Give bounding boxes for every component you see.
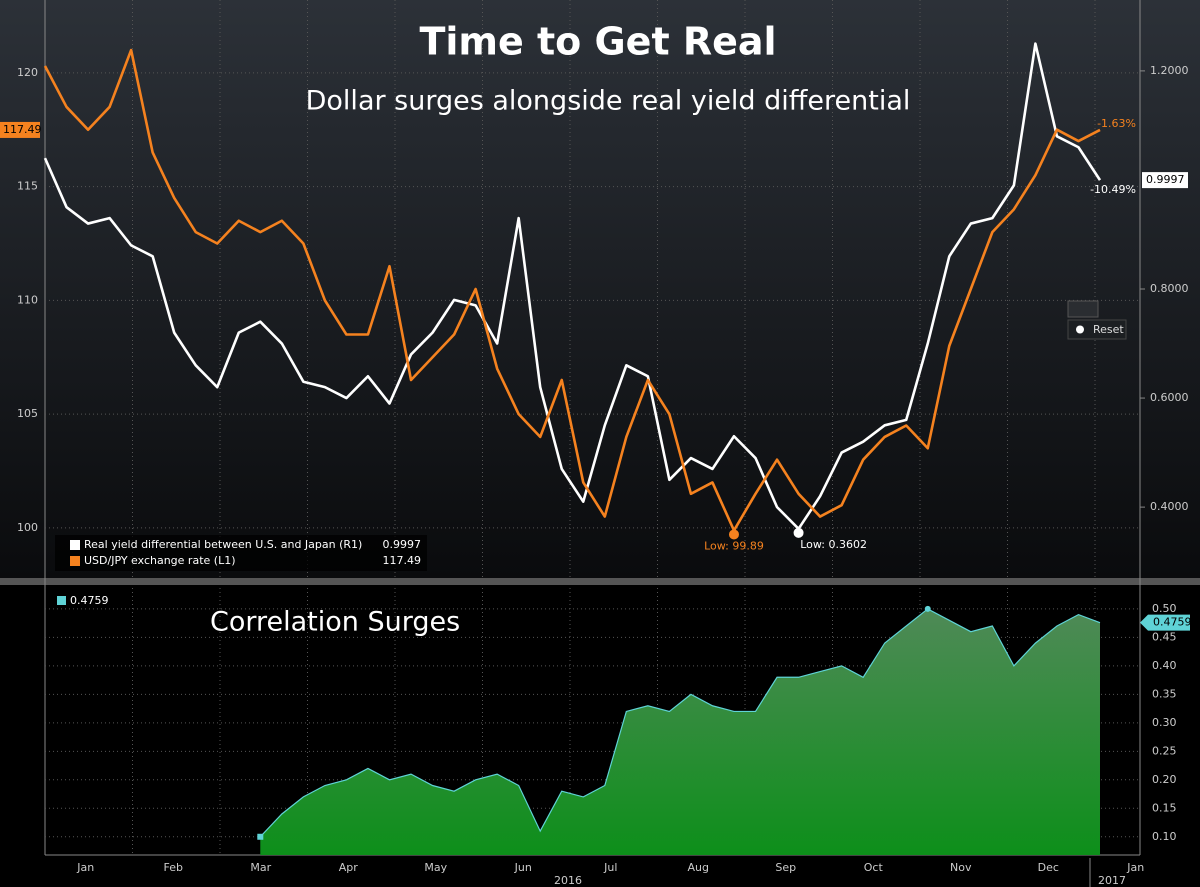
y2-tick-label: 0.8000 [1150, 282, 1189, 295]
first-marker [257, 833, 264, 840]
reset-icon [1076, 325, 1084, 334]
y-tick-label: 0.50 [1152, 602, 1177, 615]
series-line [43, 42, 1102, 531]
reset-button[interactable] [1067, 319, 1127, 340]
change-label: -1.63% [1097, 117, 1136, 130]
x-tick-label: Aug [688, 861, 709, 874]
last-value-tag [0, 121, 40, 138]
series-line [259, 608, 1101, 838]
x-tick-label: May [424, 861, 447, 874]
y-tick-label: 110 [17, 293, 38, 306]
last-value-tag [1142, 172, 1188, 189]
year-label: 2017 [1098, 874, 1126, 887]
y-tick-label: 115 [17, 180, 38, 193]
y-tick-label: 0.25 [1152, 744, 1177, 757]
x-tick-label: Nov [950, 861, 972, 874]
y-tick-label: 0.45 [1152, 630, 1177, 643]
chart-subtitle: Dollar surges alongside real yield diffe… [306, 86, 911, 117]
chart-type-button[interactable] [1067, 300, 1099, 318]
x-tick-label: Mar [250, 861, 271, 874]
low-label: Low: 99.89 [704, 539, 764, 552]
y-tick-label: 0.15 [1152, 801, 1177, 814]
legend-label: Real yield differential between U.S. and… [84, 538, 362, 551]
y-tick-label: 105 [17, 407, 38, 420]
legend-value: 0.9997 [383, 538, 422, 551]
last-value-tag [1140, 614, 1190, 631]
x-tick-label: Oct [864, 861, 884, 874]
chart-title: Time to Get Real [419, 20, 776, 64]
reset-label[interactable]: Reset [1093, 323, 1124, 336]
y-tick-label: 0.40 [1152, 659, 1177, 672]
change-label: -10.49% [1090, 183, 1136, 196]
last-value-label: 0.9997 [1146, 173, 1185, 186]
y-tick-label: 120 [17, 66, 38, 79]
low-label: Low: 0.3602 [800, 538, 867, 551]
y-tick-label: 0.35 [1152, 687, 1177, 700]
x-tick-label: Apr [339, 861, 359, 874]
x-tick-label: Jan [1126, 861, 1144, 874]
last-value-label: 117.49 [3, 123, 42, 136]
low-marker [793, 527, 804, 538]
y-tick-label: 100 [17, 521, 38, 534]
year-label: 2016 [554, 874, 582, 887]
y2-tick-label: 1.2000 [1150, 64, 1189, 77]
series-area [260, 608, 1100, 855]
series-line [43, 48, 1101, 532]
legend-value: 0.4759 [70, 594, 109, 607]
high-marker [924, 605, 931, 612]
legend-label: USD/JPY exchange rate (L1) [84, 554, 235, 567]
y2-tick-label: 0.4000 [1150, 500, 1189, 513]
panel-divider [0, 578, 1200, 585]
y-tick-label: 0.10 [1152, 830, 1177, 843]
x-tick-label: Feb [164, 861, 183, 874]
y2-tick-label: 0.6000 [1150, 391, 1189, 404]
x-tick-label: Dec [1038, 861, 1059, 874]
legend-swatch [70, 540, 80, 550]
panel-title: Correlation Surges [210, 607, 460, 638]
legend-swatch [70, 556, 80, 566]
y-tick-label: 0.20 [1152, 773, 1177, 786]
legend-value: 117.49 [383, 554, 422, 567]
low-marker [728, 529, 739, 540]
legend-box [55, 535, 427, 571]
x-tick-label: Jun [514, 861, 532, 874]
legend-swatch [57, 596, 66, 605]
x-tick-label: Jan [76, 861, 94, 874]
x-tick-label: Jul [603, 861, 617, 874]
last-value-label: 0.4759 [1153, 616, 1192, 629]
x-tick-label: Sep [775, 861, 796, 874]
top-panel [0, 0, 1200, 578]
y-tick-label: 0.30 [1152, 716, 1177, 729]
